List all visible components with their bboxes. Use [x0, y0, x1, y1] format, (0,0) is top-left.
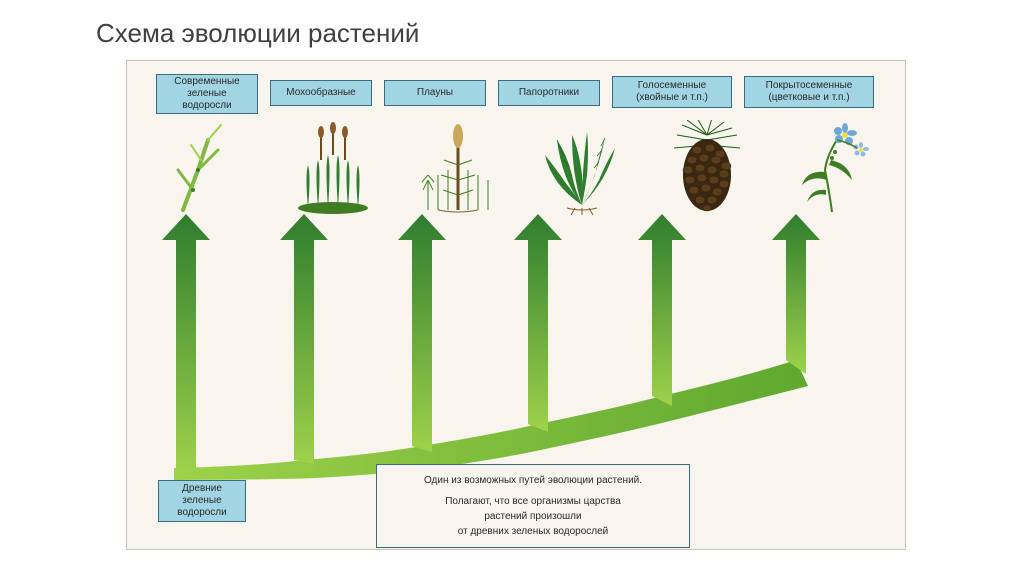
plant-moss — [275, 120, 392, 215]
plant-angiosperm — [773, 120, 890, 215]
cat-ferns: Папоротники — [498, 80, 600, 106]
plant-fern — [524, 120, 641, 215]
plant-illustration-row — [150, 120, 890, 215]
caption-line4: от древних зеленых водорослей — [391, 524, 675, 539]
caption-box: Один из возможных путей эволюции растени… — [376, 464, 690, 548]
plant-algae — [150, 120, 267, 215]
page-title: Схема эволюции растений — [96, 18, 419, 49]
evolution-arrows — [126, 210, 906, 480]
cat-gymnosperms: Голосеменные(хвойные и т.п.) — [612, 76, 732, 108]
caption-line2: Полагают, что все организмы царства — [391, 494, 675, 509]
caption-line1: Один из возможных путей эволюции растени… — [391, 473, 675, 488]
cat-lycophytes: Плауны — [384, 80, 486, 106]
plant-gymnosperm — [649, 120, 766, 215]
cat-mosses: Мохообразные — [270, 80, 372, 106]
plant-lycophyte — [399, 120, 516, 215]
caption-line3: растений произошли — [391, 509, 675, 524]
cat-angiosperms: Покрытосеменные(цветковые и т.п.) — [744, 76, 874, 108]
cat-algae: Современныезеленыеводоросли — [156, 74, 258, 114]
ancient-algae-box: Древниезеленыеводоросли — [158, 480, 246, 522]
